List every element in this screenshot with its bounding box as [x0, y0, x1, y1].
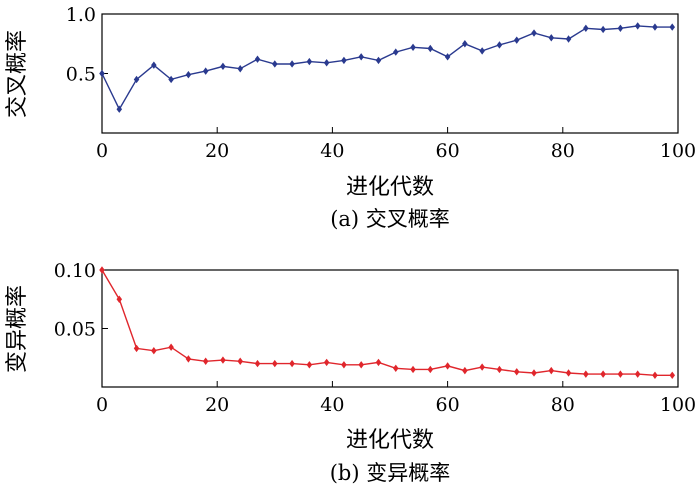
chart-b-ytick-label: 0.10	[54, 260, 96, 282]
chart-a-data-point	[220, 62, 226, 71]
chart-b-data-point	[272, 359, 278, 368]
chart-b-plot-frame	[101, 269, 679, 388]
chart-b-xtick-label: 0	[96, 394, 108, 416]
chart-a-data-point	[306, 57, 313, 66]
chart-b-data-point	[220, 356, 226, 364]
chart-a-data-point	[548, 34, 555, 42]
chart-b-data-point	[185, 355, 192, 363]
chart-b-data-point	[531, 369, 537, 377]
chart-b-data-point	[116, 295, 123, 303]
chart-a-data-point	[634, 22, 641, 30]
chart-a-data-point	[99, 69, 105, 78]
chart-b-data-point	[410, 365, 416, 374]
chart-a-data-point	[462, 40, 468, 48]
chart-b-data-point	[583, 370, 589, 378]
chart-a-ylabel: 交叉概率	[5, 30, 30, 118]
chart-b-data-point	[306, 361, 313, 369]
chart-b-data-point	[392, 364, 399, 372]
chart-a-data-point	[151, 61, 157, 69]
chart-b-xlabel: 进化代数	[346, 428, 434, 453]
chart-b-ytick-label: 0.05	[54, 319, 96, 341]
chart-a-xlabel: 进化代数	[346, 175, 434, 200]
chart-b-data-point	[600, 370, 606, 378]
chart-b-data-point	[237, 357, 244, 365]
chart-b-caption: (b) 变异概率	[330, 461, 451, 485]
chart-b-data-point	[427, 365, 434, 374]
chart-b-data-point	[565, 369, 572, 377]
chart-a-xtick-label: 20	[205, 140, 229, 162]
chart-a-data-point	[531, 29, 537, 37]
chart-a-data-point	[583, 24, 589, 32]
chart-b-data-point	[323, 358, 330, 367]
chart-b-xtick-label: 40	[320, 394, 344, 416]
chart-b-xtick-label: 20	[205, 394, 229, 416]
chart-a-data-point	[427, 44, 434, 53]
chart-b-data-point	[652, 371, 658, 380]
chart-a-data-point	[496, 41, 503, 49]
chart-a-xtick-label: 80	[551, 140, 575, 162]
chart-b-data-point	[496, 365, 503, 374]
chart-a-data-point	[237, 65, 244, 73]
chart-a-data-point	[652, 23, 658, 31]
chart-b-data-point	[151, 347, 157, 355]
chart-a-data-point	[513, 36, 520, 44]
chart-b-ylabel: 变异概率	[5, 285, 30, 373]
chart-b-data-point	[548, 366, 555, 375]
chart-a-data-point	[358, 53, 364, 61]
chart-a-data-point	[254, 55, 261, 63]
chart-b-data-point	[375, 358, 382, 367]
chart-a-caption: (a) 交叉概率	[330, 207, 450, 231]
chart-a-data-point	[341, 56, 347, 65]
chart-a-data-point	[272, 60, 278, 68]
chart-a-series-line	[101, 25, 673, 111]
chart-a-data-point	[600, 25, 606, 34]
chart-b-data-point	[513, 368, 520, 376]
chart-b-xtick-label: 60	[436, 394, 460, 416]
chart-b-data-point	[669, 371, 676, 380]
chart-a-data-point	[617, 24, 624, 32]
chart-a-data-point	[168, 75, 174, 84]
chart-b-data-point	[444, 362, 451, 370]
chart-a-xtick-label: 40	[320, 140, 344, 162]
chart-b-data-point	[634, 370, 641, 378]
chart-b-data-point	[289, 359, 295, 368]
chart-b-data-point	[341, 361, 347, 369]
chart-a-xtick-label: 100	[660, 140, 696, 162]
chart-a-data-point	[116, 105, 123, 113]
chart-a-data-point	[323, 59, 330, 67]
chart-b-xtick-label: 100	[660, 394, 696, 416]
chart-b-data-point	[254, 359, 261, 368]
chart-a-data-point	[375, 56, 382, 65]
chart-b-data-point	[99, 266, 105, 274]
chart-a-data-point	[289, 60, 295, 68]
chart-a-data-point	[444, 53, 451, 61]
chart-b-data-point	[617, 370, 624, 378]
chart-b-series-line	[101, 269, 673, 376]
chart-a-data-point	[202, 67, 209, 75]
chart-b-data-point	[462, 366, 468, 375]
chart-a-data-point	[565, 35, 572, 43]
chart-a-data-point	[185, 70, 192, 79]
chart-b-data-point	[202, 357, 209, 365]
mutation-probability-chart: 0 20 40 60 80 100 0.05 0.10	[54, 260, 696, 416]
chart-a-data-point	[392, 48, 399, 56]
crossover-probability-chart: 0 20 40 60 80 100 0.5 1.0	[66, 4, 696, 162]
chart-a-data-point	[410, 43, 416, 52]
chart-b-data-point	[358, 361, 364, 369]
chart-b-data-point	[133, 344, 140, 353]
chart-a-data-point	[133, 75, 140, 84]
chart-a-ytick-label: 1.0	[66, 4, 96, 26]
chart-a-xtick-label: 60	[436, 140, 460, 162]
chart-b-data-point	[479, 363, 485, 371]
chart-b-data-point	[168, 343, 174, 351]
chart-a-xtick-label: 0	[96, 140, 108, 162]
chart-a-data-point	[479, 47, 485, 55]
chart-a-data-point	[669, 23, 676, 31]
chart-b-xtick-label: 80	[551, 394, 575, 416]
chart-a-ytick-label: 0.5	[66, 64, 96, 86]
